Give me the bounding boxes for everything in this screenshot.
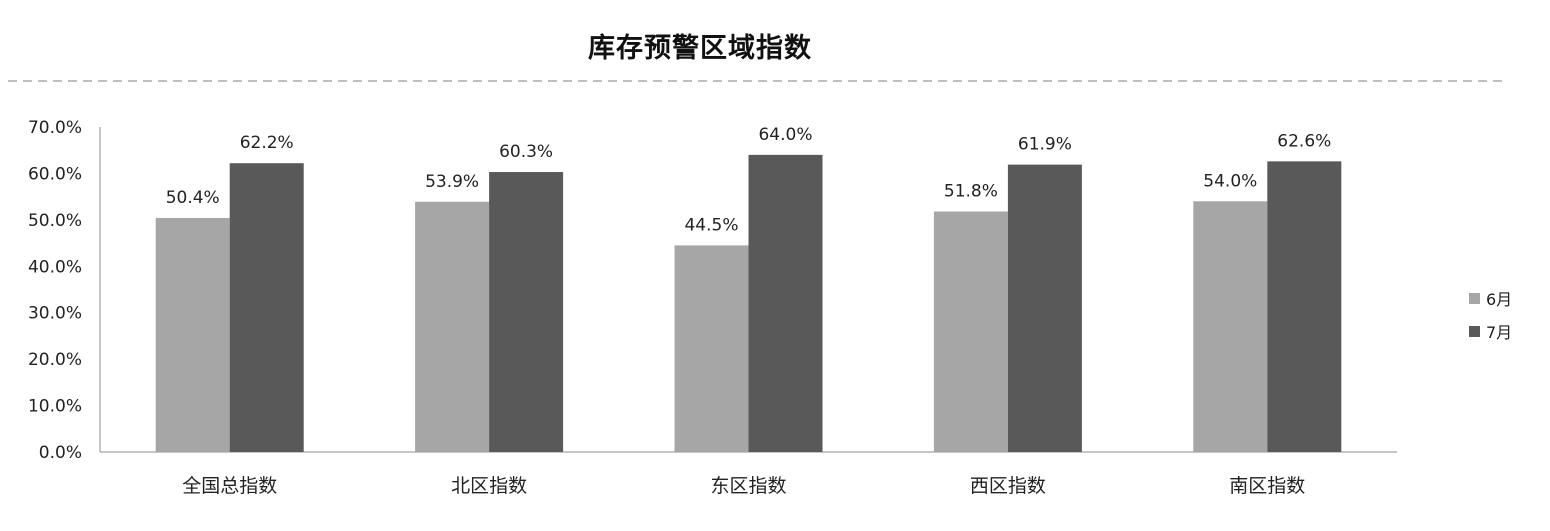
y-tick-label: 30.0%: [28, 304, 82, 324]
bar-series1: [933, 211, 1008, 452]
y-tick-label: 60.0%: [28, 164, 82, 184]
data-label: 50.4%: [166, 188, 220, 208]
data-labels: 50.4% 62.2% 53.9% 60.3% 44.5% 64.0% 51.8% 61.9%…: [166, 125, 1332, 236]
bar-series2: [229, 163, 304, 452]
data-label: 61.9%: [1018, 135, 1072, 155]
data-label: 51.8%: [944, 182, 998, 202]
x-category-label: 东区指数: [710, 475, 786, 497]
data-label: 62.6%: [1277, 131, 1331, 151]
y-tick-label: 70.0%: [28, 118, 82, 138]
y-tick-label: 50.0%: [28, 211, 82, 231]
data-label: 44.5%: [684, 215, 738, 235]
bar-series2: [748, 154, 823, 452]
bar-series1: [155, 218, 230, 452]
legend-label: 6月: [1486, 290, 1512, 309]
bar-series2: [489, 172, 564, 453]
legend-swatch: [1469, 293, 1480, 304]
bar-series2: [1007, 164, 1082, 452]
legend-label: 7月: [1486, 323, 1512, 342]
y-tick-label: 0.0%: [39, 443, 82, 463]
data-label: 53.9%: [425, 172, 479, 192]
bar-series1: [674, 245, 749, 452]
y-tick-label: 20.0%: [28, 350, 82, 370]
chart-title: 库存预警区域指数: [588, 33, 812, 64]
x-category-label: 全国总指数: [182, 475, 277, 497]
data-label: 60.3%: [499, 142, 553, 162]
x-category-label: 西区指数: [970, 475, 1046, 497]
data-label: 62.2%: [240, 133, 294, 153]
data-label: 64.0%: [758, 125, 812, 145]
bar-series1: [415, 201, 490, 452]
y-tick-label: 40.0%: [28, 257, 82, 277]
bars: [155, 154, 1342, 453]
bar-series1: [1193, 201, 1268, 452]
data-label: 54.0%: [1203, 171, 1257, 191]
x-category-label: 北区指数: [451, 475, 527, 497]
y-tick-label: 10.0%: [28, 397, 82, 417]
x-category-label: 南区指数: [1229, 475, 1305, 497]
legend: 6月 7月: [1469, 290, 1512, 342]
legend-swatch: [1469, 326, 1480, 337]
bar-series2: [1267, 161, 1342, 452]
